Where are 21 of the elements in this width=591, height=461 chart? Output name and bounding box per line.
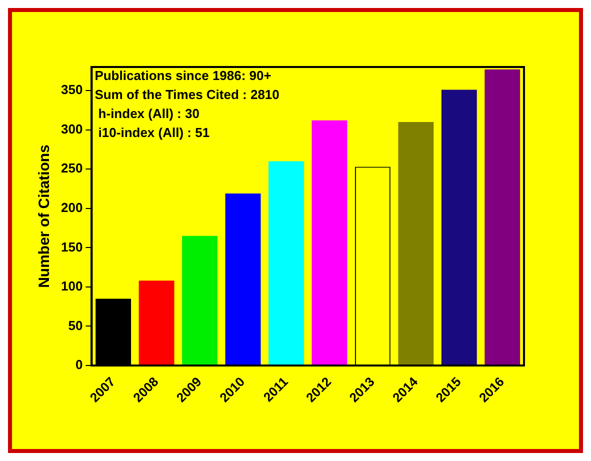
y-tick-label: 200 [60,200,83,215]
annotation: h-index (All) : 30 [94,106,200,122]
bar [182,236,218,366]
y-axis-title: Number of Citations [36,144,54,288]
bar [138,280,174,366]
bar [225,193,261,366]
y-tick-label: 300 [60,121,83,136]
bar [441,90,477,366]
y-tick-label: 50 [68,318,83,333]
bar [484,69,520,366]
y-tick-label: 0 [75,357,83,372]
annotation: Publications since 1986: 90+ [94,68,272,84]
y-tick-label: 250 [60,160,83,176]
bar [268,161,304,366]
y-tick-label: 150 [60,239,83,254]
bar [312,120,348,366]
y-tick-label: 350 [60,82,83,98]
annotation: Sum of the Times Cited : 2810 [94,87,280,102]
bar [398,122,434,366]
annotation: i10-index (All) : 51 [94,125,210,140]
y-tick-label: 100 [60,278,83,294]
